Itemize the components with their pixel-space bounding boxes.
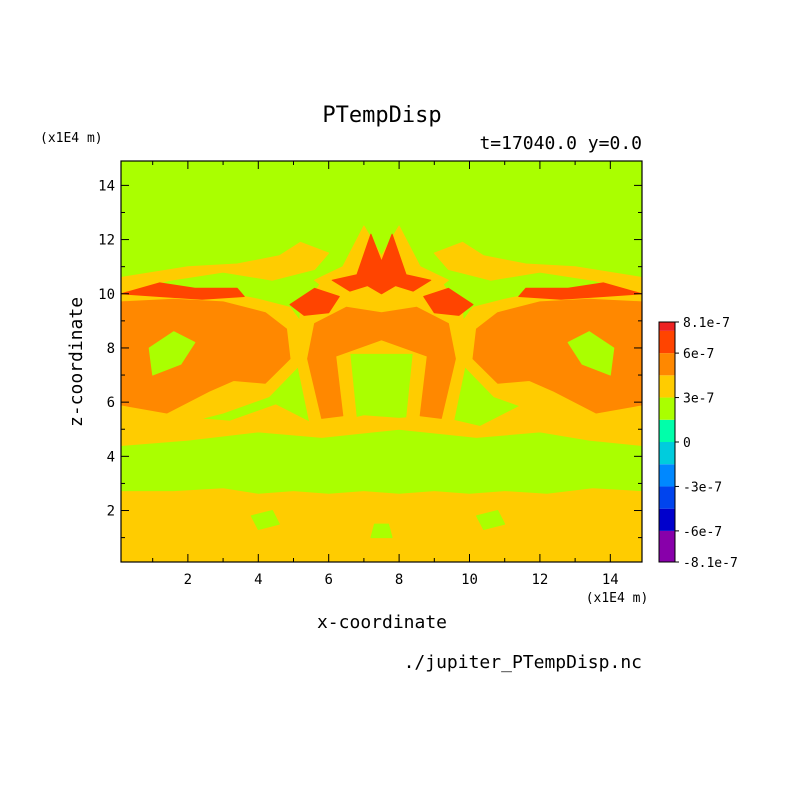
colorbar-tick-label: -8.1e-7 bbox=[683, 556, 738, 571]
contour-region-arch-red-right bbox=[423, 287, 474, 316]
colorbar-swatch bbox=[659, 530, 675, 562]
y-axis-label: z-coordinate bbox=[66, 297, 87, 427]
contour-region-center-pocket bbox=[356, 358, 407, 403]
colorbar-swatch bbox=[659, 353, 675, 376]
x-tick-label: 12 bbox=[531, 572, 548, 588]
source-filename: ./jupiter_PTempDisp.nc bbox=[404, 652, 642, 673]
chart-subtitle: t=17040.0 y=0.0 bbox=[479, 133, 642, 154]
plot-frame bbox=[120, 160, 643, 563]
colorbar-tick-label: 6e-7 bbox=[683, 347, 714, 362]
colorbar: 8.1e-7 6e-7 3e-7 0 -3e-7 -6e-7 -8.1e-7 bbox=[658, 316, 738, 571]
contour-region-crown-red bbox=[331, 233, 432, 295]
contour-region-lower-spot-b bbox=[476, 510, 506, 530]
x-tick-label: 4 bbox=[254, 572, 262, 588]
colorbar-tick-label: 3e-7 bbox=[683, 392, 714, 407]
colorbar-swatch bbox=[659, 397, 675, 420]
contour-region-right-lobe-core bbox=[472, 298, 643, 414]
colorbar-swatch bbox=[659, 442, 675, 465]
y-tick-label: 10 bbox=[98, 287, 115, 303]
colorbar-tick-label: -3e-7 bbox=[683, 480, 722, 495]
x-tick-label: 6 bbox=[324, 572, 332, 588]
x-tick-label: 8 bbox=[395, 572, 403, 588]
contour-region-central-arch-core bbox=[307, 306, 456, 419]
colorbar-swatch bbox=[659, 419, 675, 442]
contour-regions bbox=[120, 225, 643, 563]
contour-region-arch-red-left bbox=[289, 287, 340, 316]
contour-region-left-lobe-core bbox=[120, 298, 291, 414]
x-tick-label: 14 bbox=[602, 572, 619, 588]
x-axis-label: x-coordinate bbox=[317, 612, 447, 633]
colorbar-tick-label: 0 bbox=[683, 436, 691, 451]
y-axis-unit: (x1E4 m) bbox=[40, 131, 103, 146]
y-tick-label: 12 bbox=[98, 233, 115, 249]
y-tick-label: 6 bbox=[107, 395, 115, 411]
contour-region-top-band-left bbox=[120, 241, 330, 295]
y-tick-label: 8 bbox=[107, 341, 115, 357]
contour-region-top-red-left bbox=[120, 282, 245, 300]
chart-title: PTempDisp bbox=[322, 103, 441, 128]
y-tick-label: 2 bbox=[107, 504, 115, 520]
colorbar-swatch bbox=[659, 322, 675, 331]
axes: 2 4 6 8 10 12 14 2 4 6 8 10 12 14 bbox=[98, 160, 643, 588]
x-tick-label: 2 bbox=[184, 572, 192, 588]
contour-region-lower-spot-c bbox=[370, 523, 393, 539]
contour-region-top-band-right bbox=[433, 241, 643, 295]
colorbar-swatch bbox=[659, 508, 675, 531]
contour-region-top-red-right bbox=[518, 282, 643, 300]
y-tick-label: 14 bbox=[98, 178, 115, 194]
contour-field bbox=[120, 161, 643, 563]
colorbar-tick-label: -6e-7 bbox=[683, 525, 722, 540]
colorbar-swatch bbox=[659, 375, 675, 398]
x-axis-unit: (x1E4 m) bbox=[586, 591, 649, 606]
colorbar-swatch bbox=[659, 330, 675, 354]
colorbar-swatch bbox=[659, 486, 675, 509]
contour-region-right-pocket bbox=[567, 331, 615, 376]
y-tick-label: 4 bbox=[107, 449, 115, 465]
colorbar-tick-label: 8.1e-7 bbox=[683, 316, 730, 331]
contour-region-lower-spot-a bbox=[250, 510, 280, 530]
colorbar-swatch bbox=[659, 464, 675, 487]
contour-region-left-pocket bbox=[148, 331, 196, 376]
contour-region-mid-band bbox=[120, 404, 643, 446]
x-tick-label: 10 bbox=[461, 572, 478, 588]
